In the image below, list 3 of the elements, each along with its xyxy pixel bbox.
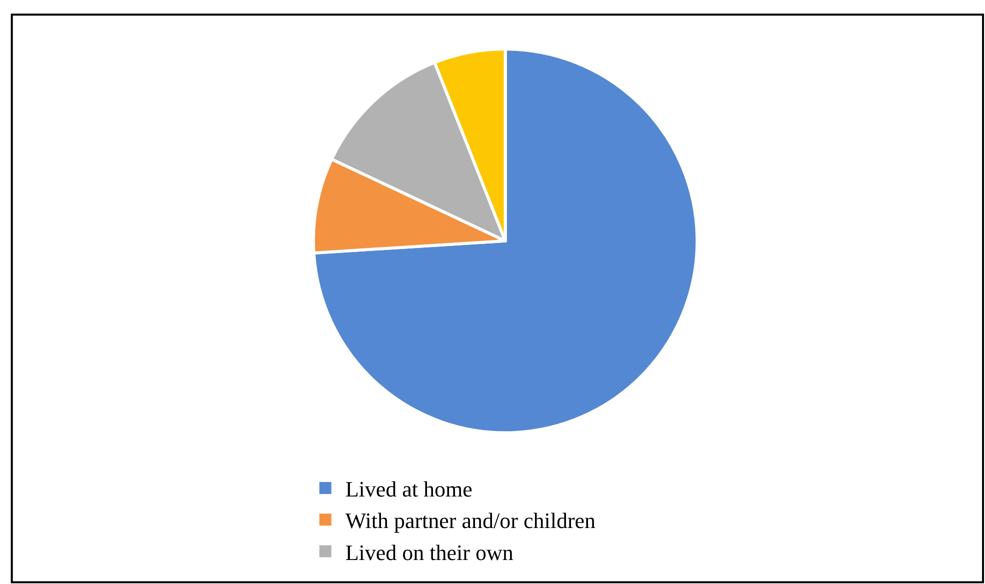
legend-label: With partner and/or children bbox=[345, 508, 596, 534]
legend-label: Lived at home bbox=[345, 476, 472, 502]
legend-label: Lived on their own bbox=[345, 540, 514, 565]
